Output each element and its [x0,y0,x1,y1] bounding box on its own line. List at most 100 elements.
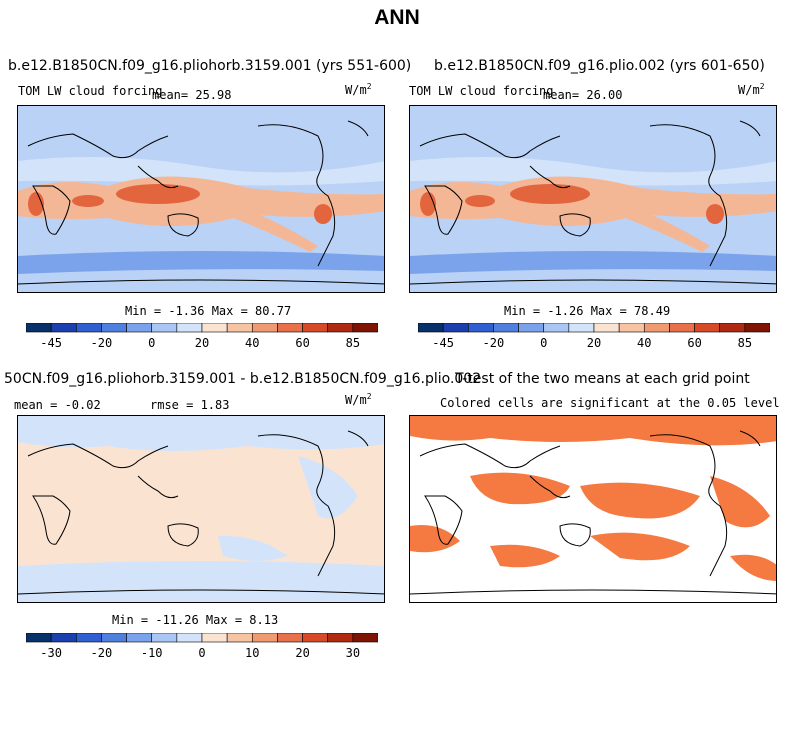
panel3-colorbar-box [50,633,77,643]
panel3-rmse: rmse = 1.83 [150,398,230,412]
panel3-colorbar-tick: -10 [141,646,163,660]
panel2-colorbar-box [467,323,494,333]
panel4-signif-patch-6 [490,544,560,568]
panel3-colorbar-box [101,633,127,643]
panel2-variable: TOM LW cloud forcing [409,84,554,98]
panel2-colorbar-box [643,323,670,333]
panel3-colorbar-box [176,633,203,643]
panel3-colorbar-box [251,633,278,643]
panel2-colorbar-tick: 85 [738,336,752,350]
panel3-mean: mean = -0.02 [14,398,101,412]
panel3-colorbar-tick: 30 [346,646,360,660]
panel2-colorbar-box [518,323,545,333]
panel4-coastlines [410,430,776,595]
panel1-colorbar-box [126,323,153,333]
panel3-units: W/m2 [345,392,372,407]
panel4-signif-patch-2 [580,482,700,519]
panel3-colorbar-tick: 0 [198,646,205,660]
panel2-colorbar-tick: 20 [587,336,601,350]
panel1-colorbar-box [327,323,354,333]
panel3-colorbar-tick: -30 [40,646,62,660]
panel3-colorbar-box [201,633,228,643]
panel1-colorbar-box [302,323,329,333]
panel1-colorbar-box [26,323,52,333]
panel2-colorbar-box [744,323,770,333]
panel1-midlat-band [18,157,384,186]
panel3-neg-atlantic [298,456,358,519]
panel2-colorbar-tick: 60 [687,336,701,350]
panel2-units: W/m2 [738,82,765,97]
panel2-hot-core-maritime [510,184,590,204]
panel1-minmax: Min = -1.36 Max = 80.77 [125,304,292,318]
panel3-colorbar-box [26,633,52,643]
panel4-signif-patch-3 [590,532,690,561]
panel1-colorbar-box [101,323,127,333]
panel1-coastlines [18,120,384,285]
panel2-colorbar-box [493,323,519,333]
panel2-map [409,105,777,293]
panel1-colorbar-box [151,323,178,333]
panel1-units: W/m2 [345,82,372,97]
panel2-colorbar-box [618,323,645,333]
panel3-colorbar-box [327,633,354,643]
panel2-hot-core-amazon [706,204,724,224]
panel4-subtitle: Colored cells are significant at the 0.0… [440,396,780,410]
panel1-colorbar-box [251,323,278,333]
panel2-colorbar-tick: -45 [432,336,454,350]
panel1-warm-band [18,176,384,227]
panel3-colorbar-box [352,633,378,643]
panel2-minmax: Min = -1.26 Max = 78.49 [504,304,671,318]
panel4-signif-patch-1 [470,472,570,505]
panel1-colorbar-box [50,323,77,333]
panel1-colorbar-tick: 60 [295,336,309,350]
panel1-colorbar-tick: 20 [195,336,209,350]
panel3-map [17,415,385,603]
panel2-colorbar-tick: 0 [540,336,547,350]
panel4-signif-patch-5 [410,525,460,553]
panel1-spcz [223,201,318,252]
panel2-colorbar: -45-20020406085115 [418,323,770,350]
panel2-colorbar-box [694,323,721,333]
panel3-colorbar-box [151,633,178,643]
panel1-variable: TOM LW cloud forcing [18,84,163,98]
panel2-colorbar-box [568,323,595,333]
panel2-spcz [615,201,710,252]
panel1-colorbar-tick: -45 [40,336,62,350]
page-title: ANN [374,6,420,29]
panel1-map [17,105,385,293]
panel3-colorbar-box [75,633,102,643]
panel1-colorbar-tick: 85 [346,336,360,350]
panel2-hot-core-indian [465,195,495,207]
panel2-coastlines [410,120,776,285]
panel1-colorbar: -45-20020406085115 [26,323,378,350]
panel4-signif-patch-4 [710,476,770,528]
panel1-hot-core-maritime [116,184,200,204]
panel1-hot-core-indian [72,195,104,207]
panel2-colorbar-tick: -20 [483,336,505,350]
panel3-colorbar-box [226,633,253,643]
panel3-coastlines [18,430,384,595]
panel3-title: 50CN.f09_g16.pliohorb.3159.001 - b.e12.B… [4,371,482,387]
panel3-colorbar-tick: 20 [295,646,309,660]
panel2-colorbar-box [669,323,695,333]
panel1-colorbar-tick: -20 [91,336,113,350]
panel2-warm-band [410,176,776,227]
panel3-neg-north [18,416,384,451]
panel1-mean: mean= 25.98 [152,88,232,102]
panel1-colorbar-tick: 0 [148,336,155,350]
panel2-midlat-band [410,157,776,186]
panel1-colorbar-box [201,323,228,333]
panel1-colorbar-box [226,323,253,333]
panel3-colorbar-box [302,633,329,643]
panel3-neg-south [18,561,384,602]
panel4-title: T-test of the two means at each grid poi… [455,371,750,387]
panel1-colorbar-box [176,323,203,333]
panel3-colorbar-box [277,633,303,643]
panel2-colorbar-tick: 40 [637,336,651,350]
panel2-colorbar-box [442,323,469,333]
panel2-colorbar-box [593,323,620,333]
panel4-signif-patch-7 [730,554,776,581]
panel1-southern-band [18,251,384,274]
panel1-hot-core-amazon [314,204,332,224]
panel3-minmax: Min = -11.26 Max = 8.13 [112,613,279,627]
